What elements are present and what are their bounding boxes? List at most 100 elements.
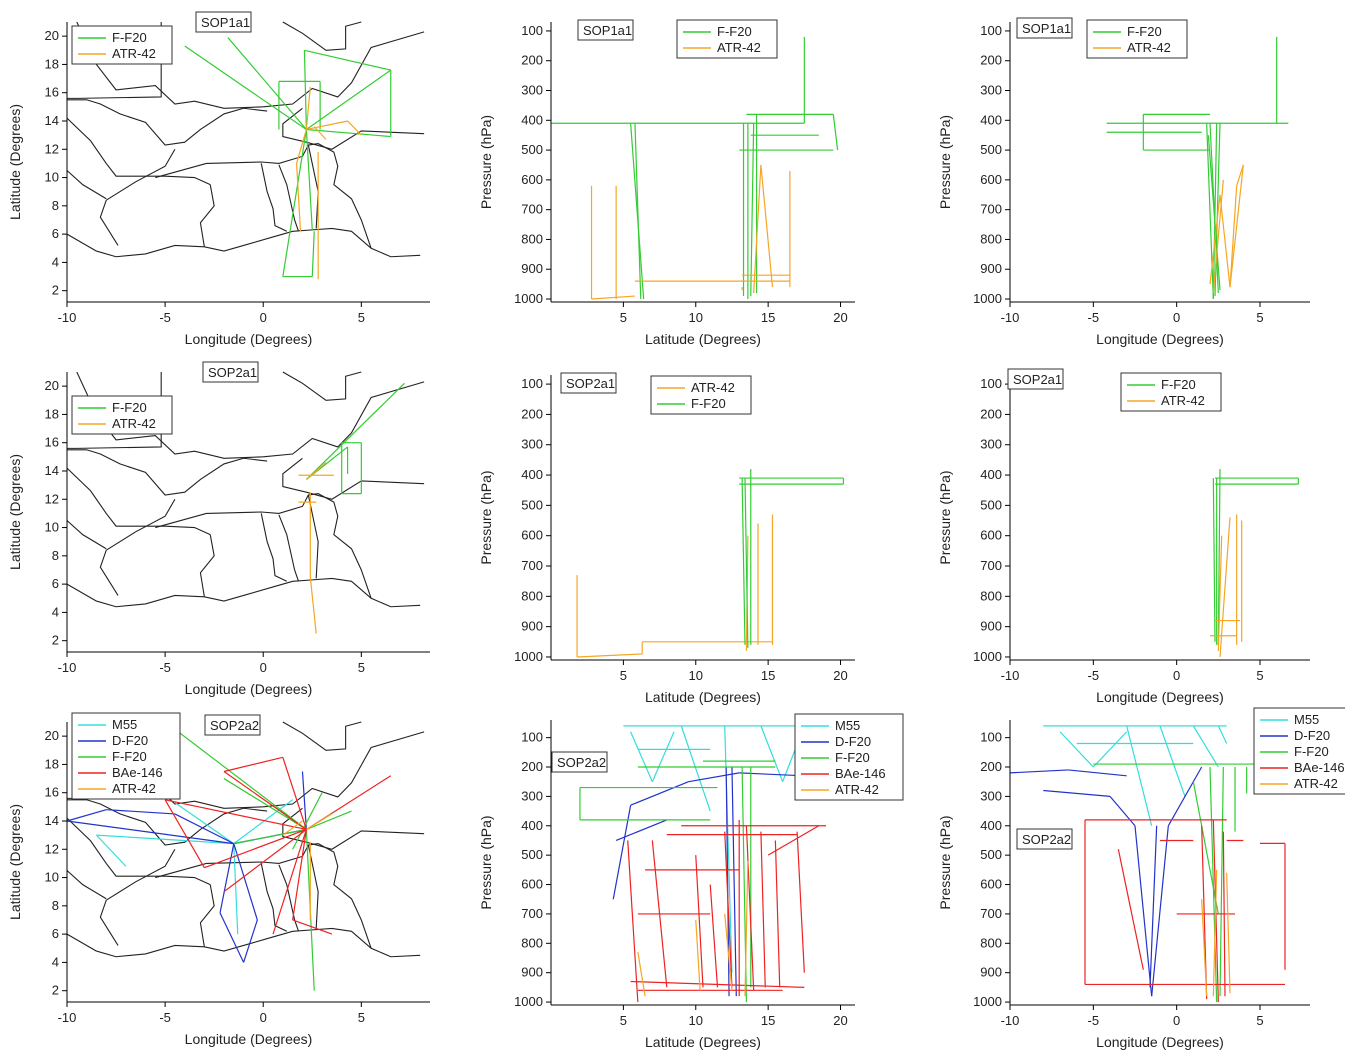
- flight-track: [1092, 731, 1128, 768]
- flight-track: [184, 45, 307, 130]
- flight-track: [695, 919, 701, 991]
- flight-track: [164, 799, 205, 868]
- x-axis-label: Longitude (Degrees): [185, 681, 313, 697]
- flight-track: [731, 766, 737, 997]
- y-tick-label: 16: [45, 785, 59, 800]
- x-tick-label: 5: [620, 668, 627, 683]
- flight-track: [630, 123, 645, 300]
- legend-entry: F-F20: [112, 30, 147, 45]
- flight-track: [1219, 517, 1231, 658]
- x-tick-label: 5: [620, 310, 627, 325]
- flight-track: [306, 69, 392, 130]
- border-line: [282, 21, 362, 51]
- border-line: [66, 233, 97, 252]
- flight-track: [164, 799, 307, 831]
- y-tick-label: 12: [45, 491, 59, 506]
- series-atr-42: [1201, 869, 1231, 997]
- x-axis-label: Latitude (Degrees): [645, 331, 761, 347]
- legend-box: [1086, 19, 1188, 59]
- panel-lat-sop1a1: 5 10 15 20 100 200 300 400 500 600 700 800 900 1000 La…: [478, 19, 855, 347]
- panel-label-box: [1016, 828, 1073, 850]
- panel-label: SOP1a1: [1022, 21, 1071, 36]
- y-tick-label: 400: [521, 818, 543, 833]
- y-axis-label: Pressure (hPa): [478, 815, 494, 909]
- legend-entry: ATR-42: [691, 380, 735, 395]
- flight-track: [1229, 164, 1244, 288]
- border-line: [155, 843, 372, 949]
- legend-box: [71, 395, 173, 435]
- series-d-f20: [612, 766, 805, 997]
- legend-entry: M55: [1294, 712, 1319, 727]
- border-line: [282, 107, 425, 150]
- flight-track: [688, 772, 740, 783]
- flight-track: [313, 126, 327, 140]
- series-f-f20: [1212, 468, 1299, 645]
- y-tick-label: 16: [45, 435, 59, 450]
- border-line: [67, 99, 268, 146]
- x-tick-label: 0: [1173, 310, 1180, 325]
- panel-lon-sop2a1: -10 -5 0 5 100 200 300 400 500 600 700 800 900 1000 Lo…: [937, 368, 1310, 705]
- y-tick-label: 200: [980, 759, 1002, 774]
- flight-track: [1149, 825, 1158, 988]
- flight-track: [95, 834, 127, 867]
- y-axis-label: Pressure (hPa): [937, 815, 953, 909]
- y-tick-label: 900: [521, 965, 543, 980]
- x-axis-label: Latitude (Degrees): [645, 1034, 761, 1050]
- flight-track: [1219, 767, 1224, 997]
- flight-track: [1212, 123, 1218, 300]
- x-axis-label: Longitude (Degrees): [185, 1031, 313, 1047]
- y-tick-label: 900: [980, 619, 1002, 634]
- y-tick-label: 16: [45, 85, 59, 100]
- flight-track: [282, 757, 307, 830]
- flight-track: [305, 462, 327, 480]
- legend-entry: F-F20: [835, 750, 870, 765]
- y-tick-label: 400: [980, 818, 1002, 833]
- flight-track: [292, 829, 307, 921]
- y-tick-label: 10: [45, 870, 59, 885]
- series-f-f20: [739, 468, 845, 648]
- y-tick-label: 18: [45, 756, 59, 771]
- flight-track: [1236, 164, 1244, 187]
- series-d-f20: [1009, 766, 1203, 997]
- flight-track: [106, 809, 175, 815]
- flight-track: [292, 919, 333, 935]
- panel-label-box: [195, 11, 252, 33]
- series-atr-42: [1210, 514, 1243, 658]
- y-axis-label: Latitude (Degrees): [7, 104, 23, 220]
- flight-track: [1117, 849, 1144, 970]
- panel-label: SOP2a2: [557, 755, 606, 770]
- y-tick-label: 300: [521, 83, 543, 98]
- y-tick-label: 300: [980, 83, 1002, 98]
- legend-entry: BAe-146: [112, 765, 163, 780]
- panel-label-box: [1016, 17, 1073, 39]
- flight-track: [680, 725, 711, 812]
- flight-track: [204, 828, 307, 869]
- legend-entry: ATR-42: [1127, 40, 1171, 55]
- series-f-f20: [305, 382, 405, 495]
- y-tick-label: 400: [980, 467, 1002, 482]
- y-tick-label: 14: [45, 113, 59, 128]
- x-tick-label: 10: [689, 668, 703, 683]
- legend-entry: D-F20: [112, 733, 148, 748]
- y-tick-label: 400: [521, 467, 543, 482]
- x-tick-label: 10: [689, 310, 703, 325]
- legend-box: [71, 712, 181, 800]
- flight-track: [1212, 179, 1224, 294]
- x-tick-label: 5: [1256, 310, 1263, 325]
- flight-track: [233, 843, 239, 935]
- flight-track: [306, 120, 348, 131]
- legend-entry: F-F20: [112, 749, 147, 764]
- series-bae-146: [164, 756, 392, 935]
- x-tick-label: -5: [1088, 310, 1100, 325]
- border-line: [76, 371, 425, 459]
- y-tick-label: 900: [980, 965, 1002, 980]
- panel-label: SOP2a2: [1022, 832, 1071, 847]
- y-axis-label: Latitude (Degrees): [7, 804, 23, 920]
- flight-track: [304, 49, 391, 71]
- y-tick-label: 800: [521, 231, 543, 246]
- flight-track: [66, 809, 107, 822]
- legend-box: [1120, 372, 1222, 412]
- series-f-f20: [551, 36, 839, 300]
